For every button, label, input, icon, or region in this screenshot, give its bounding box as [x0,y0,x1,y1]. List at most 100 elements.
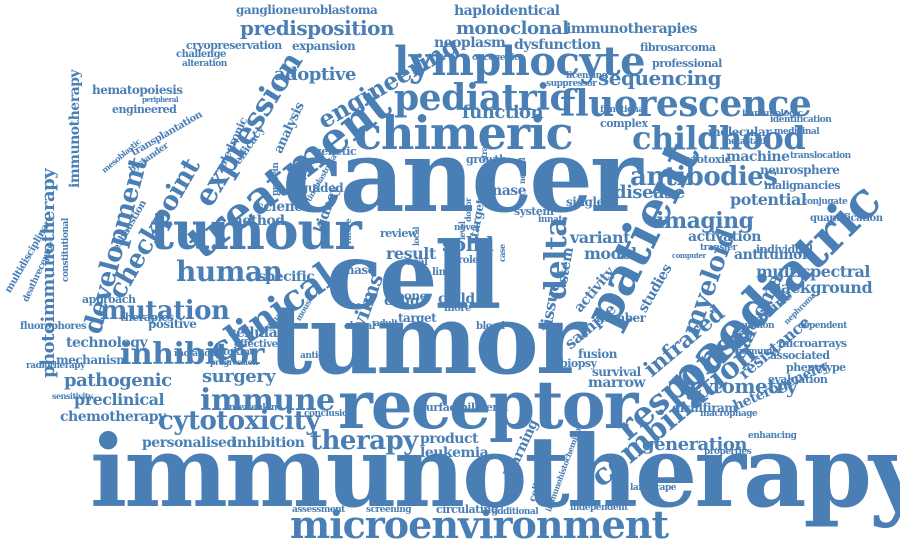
word-oncogenic: oncogenic [472,53,520,63]
word-conjugate: conjugate [802,197,848,207]
word-antitumor: antitumor [734,247,809,263]
word-expansion: expansion [292,39,356,53]
word-imaging: imaging [656,208,754,234]
word-chemotherapy: chemotherapy [60,409,166,425]
word-hematopoiesis: hematopoiesis [92,83,183,97]
word-tumor: tumor [268,283,586,396]
word-adoptive: adoptive [274,64,356,85]
word-complex: complex [600,117,648,130]
word-approach: approach [82,293,136,306]
word-generation: generation [642,434,747,455]
word-transfer: transfer [700,243,737,253]
word-genetic: genetic [314,145,357,158]
word-constitutional: constitutional [61,218,71,282]
word-science: science [256,199,311,215]
word-therapies: therapies [120,311,174,324]
word-macrophage: macrophage [700,409,758,419]
word-leukemia: leukemia [420,445,489,461]
word-antibodies: antibodies [630,162,778,192]
word-blood: blood [476,321,505,332]
word-mechanism: mechanism [56,353,129,367]
word-drug: drug [384,293,420,309]
word-method: method [228,213,285,229]
word-role: role [458,255,479,266]
word-fluorescence: fluorescence [560,83,812,125]
word-novel: novel [454,223,479,233]
word-tumour: tumour [150,201,362,262]
word-medicinal: medicinal [774,127,820,137]
word-bone: bone [396,289,427,303]
word-local: local [411,227,421,246]
word-predisposition: predisposition [240,16,395,40]
word-system: system [514,205,554,218]
word-multispectral: multispectral [756,262,871,281]
word-challenge: challenge [176,49,226,60]
word-engineered: engineered [112,103,177,116]
word-immunotherapies: immunotherapies [566,21,698,37]
word-ganglioneuroblastoma: ganglioneuroblastoma [236,3,378,17]
word-enhancing: enhancing [748,431,797,441]
word-phenotype: phenotype [786,361,846,374]
word-level: level [457,221,467,240]
word-result: result [386,244,436,263]
word-personalised: personalised [142,435,236,451]
word-identification: identification [770,115,832,125]
word-marrow: marrow [588,375,646,391]
word-sensitivity: sensitivity [52,391,93,401]
word-protein: protein [271,162,281,196]
word-cytotoxicity: cytotoxicity [158,406,320,436]
word-child: child [438,291,475,307]
word-survival: survival [592,365,641,379]
word-bilateral: bilateral [460,401,508,414]
word-potential: potential [730,190,807,209]
word-cytotoxic: cytotoxic [680,153,731,166]
word-more: more [444,303,471,314]
word-immunity: immunity [736,347,781,357]
word-interleukin: interleukin [226,403,277,413]
word-therapy: therapy [310,426,418,456]
word-disulfiram: disulfiram [672,401,737,415]
word-immune: immune [200,383,335,418]
word-landscape: landscape [630,483,676,493]
word-cytokine: cytokine [212,347,256,358]
word-circulating: circulating [436,503,499,516]
word-licensing: licensing [566,71,608,81]
word-alteration: alteration [182,59,227,69]
word-cancer: cancer [282,117,643,235]
word-properties: properties [704,447,752,457]
word-computer: computer [672,251,706,260]
word-evaluation: evaluation [768,373,828,386]
word-model: model [584,244,637,263]
word-innate: innate [538,215,568,225]
word-product: product [420,431,478,447]
word-quantification: quantification [810,213,883,224]
word-effective: effective [234,339,278,350]
word-preclinical: preclinical [74,390,165,409]
word-individual: individual [756,243,813,256]
word-dysfunction: dysfunction [514,37,601,53]
word-cellular: cellular [228,325,285,341]
word-neoplasm: neoplasm [434,35,506,51]
word-monoclonal: monoclonal [456,18,569,39]
word-guided: guided [300,181,344,195]
word-donor: donor [463,198,473,222]
word-molecular: molecular [708,125,772,139]
word-fibrosarcoma: fibrosarcoma [640,41,716,54]
word-activation: activation [688,229,761,245]
word-cytometry: cytometry [690,374,798,398]
word-translocation: translocation [790,151,851,161]
word-immunologic: immunologic [742,109,803,119]
word-lymphocyte: lymphocyte [394,38,646,85]
word-kinase: kinase [478,183,527,199]
word-background: background [770,278,873,297]
word-functional: functional [600,105,647,115]
word-immunotherapy-small: immunotherapy [67,69,83,188]
word-additional: additional [492,507,539,517]
word-independent: independent [570,503,628,513]
word-pediatric: pediatric [394,77,571,119]
word-cryopreservation: cryopreservation [186,39,282,52]
word-positive: positive [148,317,197,331]
word-radiotherapy: radiotherapy [26,361,85,371]
word-variant: variant [570,228,631,247]
word-microarrays: microarrays [778,337,847,350]
